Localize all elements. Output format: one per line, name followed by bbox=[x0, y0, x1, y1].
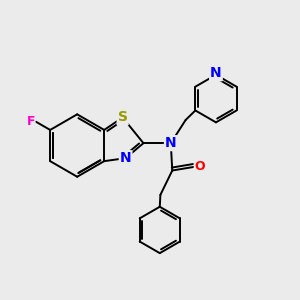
Text: F: F bbox=[26, 115, 35, 128]
Text: N: N bbox=[120, 151, 131, 165]
Text: S: S bbox=[118, 110, 128, 124]
Text: O: O bbox=[194, 160, 205, 173]
Text: N: N bbox=[210, 66, 222, 80]
Text: N: N bbox=[165, 136, 177, 150]
